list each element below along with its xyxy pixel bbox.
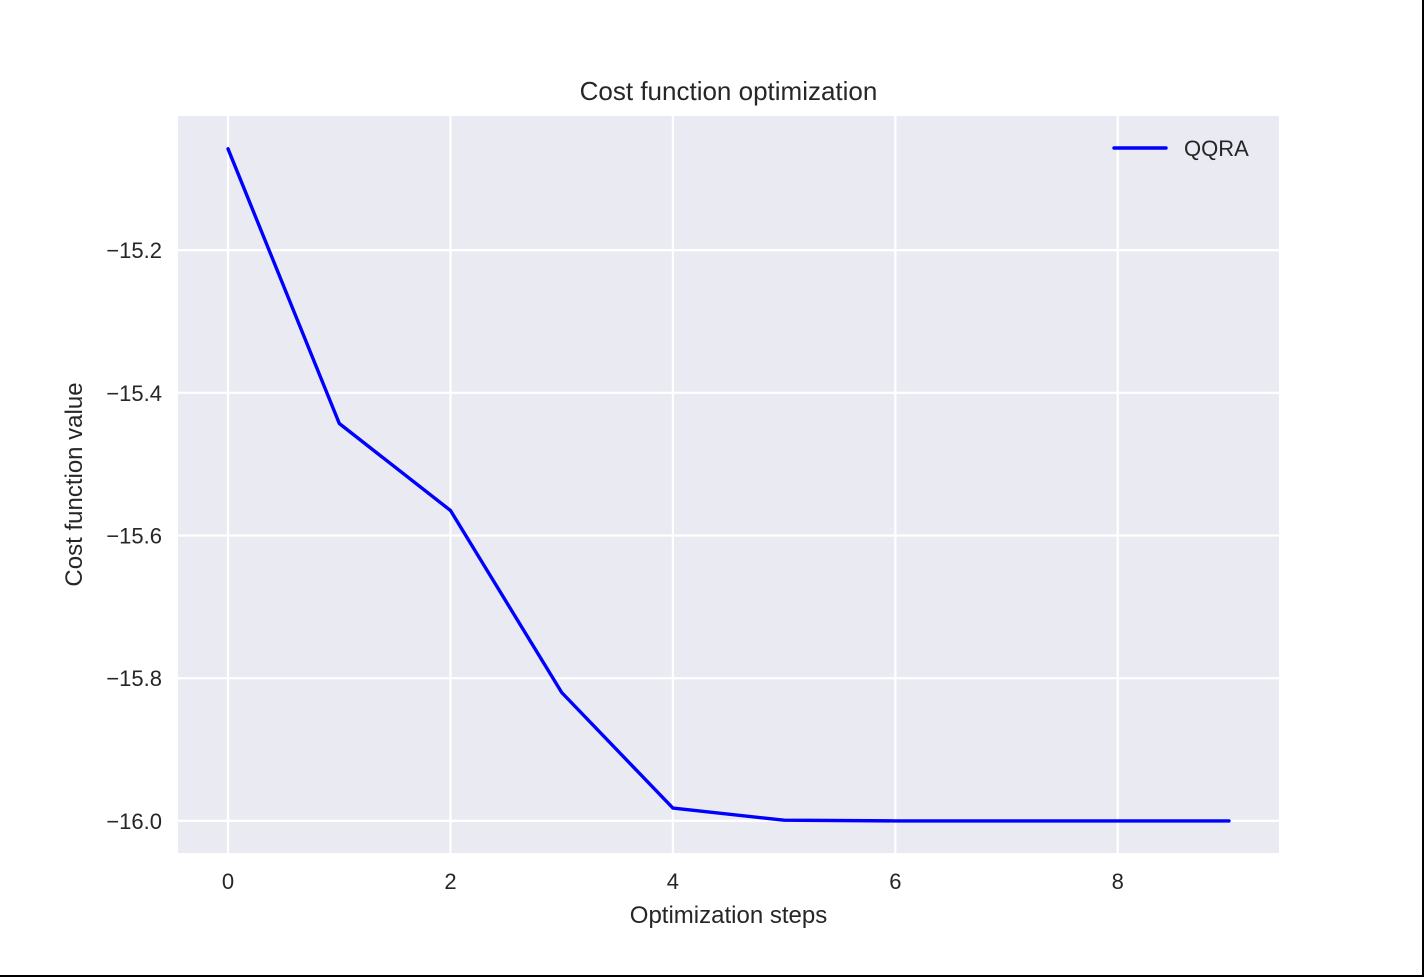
y-tick-labels: −15.2 −15.4 −15.6 −15.8 −16.0 — [106, 238, 162, 834]
y-tick-label: −15.4 — [106, 381, 162, 406]
y-tick-label: −15.6 — [106, 524, 162, 549]
y-axis-label: Cost function value — [61, 382, 88, 586]
chart-title: Cost function optimization — [580, 76, 878, 106]
x-tick-label: 8 — [1112, 869, 1124, 894]
series-lines — [226, 147, 1231, 823]
x-gridlines — [226, 116, 1119, 853]
x-tick-label: 6 — [889, 869, 901, 894]
x-tick-label: 0 — [222, 869, 234, 894]
x-tick-label: 2 — [444, 869, 456, 894]
x-axis-label: Optimization steps — [630, 902, 827, 929]
series-line-qqra — [226, 147, 1231, 823]
legend-label: QQRA — [1184, 136, 1249, 161]
x-tick-labels: 0 2 4 6 8 — [222, 869, 1124, 894]
y-tick-label: −15.8 — [106, 666, 162, 691]
y-tick-label: −15.2 — [106, 238, 162, 263]
y-tick-label: −16.0 — [106, 809, 162, 834]
plot-background — [178, 116, 1279, 853]
y-gridlines — [178, 249, 1279, 822]
legend: QQRA — [1112, 136, 1249, 161]
x-tick-label: 4 — [667, 869, 679, 894]
